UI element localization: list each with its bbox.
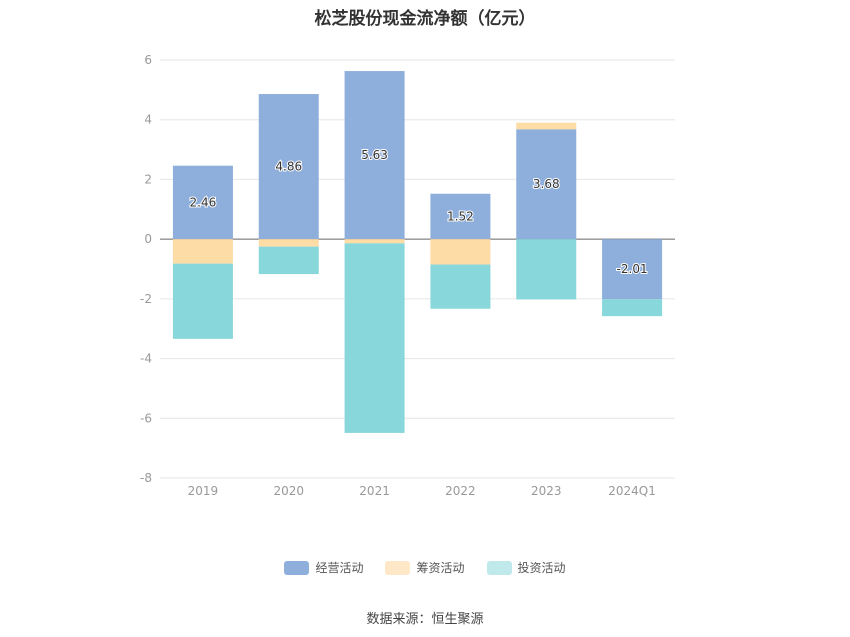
data-label: 3.68 (533, 177, 560, 191)
bar-2-2021[interactable] (344, 243, 405, 433)
y-tick-label: -4 (140, 352, 152, 366)
legend-item-operating[interactable]: 经营活动 (284, 559, 363, 576)
legend-swatch-operating (284, 560, 310, 575)
data-label: -2.01 (617, 262, 648, 276)
bar-0-2019[interactable] (172, 165, 233, 240)
bar-1-2021[interactable] (344, 239, 405, 244)
chart-title: 松芝股份现金流净额（亿元） (314, 9, 536, 29)
bar-1-2023[interactable] (516, 122, 577, 130)
y-tick-label: 6 (144, 53, 152, 67)
legend-label-investing: 投资活动 (517, 561, 566, 575)
y-tick-label: 2 (144, 172, 152, 186)
y-tick-label: -6 (140, 411, 152, 425)
x-tick-label: 2024Q1 (608, 484, 656, 498)
legend-item-investing[interactable]: 投资活动 (486, 559, 566, 576)
y-tick-label: -2 (140, 292, 152, 306)
bar-0-2022[interactable] (430, 193, 491, 240)
x-tick-label: 2022 (445, 484, 476, 498)
bar-0-2024Q1[interactable] (602, 239, 663, 300)
y-tick-label: 0 (144, 232, 152, 246)
bar-1-2019[interactable] (172, 239, 233, 264)
x-tick-label: 2019 (188, 484, 219, 498)
x-tick-label: 2021 (359, 484, 390, 498)
bar-2-2020[interactable] (258, 246, 319, 275)
legend: 经营活动 筹资活动 投资活动 (0, 559, 850, 576)
x-tick-label: 2020 (273, 484, 304, 498)
x-tick-label: 2023 (531, 484, 562, 498)
data-label: 4.86 (275, 160, 302, 174)
bar-1-2022[interactable] (430, 239, 491, 265)
legend-label-operating: 经营活动 (315, 561, 364, 575)
y-tick-label: 4 (144, 113, 152, 127)
bar-2-2019[interactable] (172, 263, 233, 339)
data-source: 数据来源：恒生聚源 (366, 612, 484, 627)
y-tick-label: -8 (140, 471, 152, 485)
data-label: 5.63 (361, 148, 388, 162)
bar-0-2023[interactable] (516, 129, 577, 240)
legend-swatch-investing (486, 560, 512, 575)
bar-0-2021[interactable] (344, 71, 405, 240)
legend-swatch-financing (385, 560, 411, 575)
bar-2-2023[interactable] (516, 239, 577, 300)
legend-label-financing: 筹资活动 (416, 561, 465, 575)
bar-0-2020[interactable] (258, 94, 319, 240)
bar-2-2024Q1[interactable] (602, 299, 663, 317)
bar-2-2022[interactable] (430, 264, 491, 309)
legend-item-financing[interactable]: 筹资活动 (385, 559, 465, 576)
data-label: 2.46 (190, 195, 217, 209)
bar-1-2020[interactable] (258, 239, 319, 247)
data-label: 1.52 (447, 209, 474, 223)
